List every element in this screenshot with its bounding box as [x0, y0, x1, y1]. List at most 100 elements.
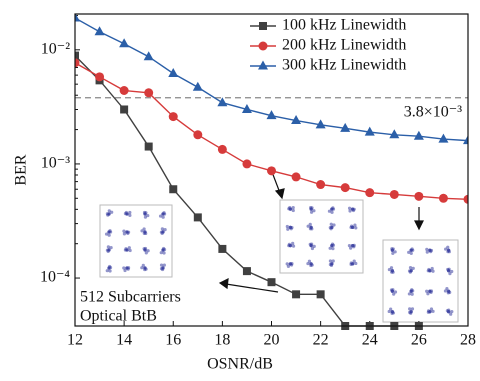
constellation-point [161, 248, 164, 251]
constellation-point [431, 270, 434, 273]
constellation-point [142, 264, 145, 267]
legend-entry: 200 kHz Linewidth [250, 37, 406, 54]
marker [194, 213, 202, 221]
constellation-point [348, 207, 351, 210]
constellation-point [145, 251, 148, 254]
constellation-point [311, 247, 314, 250]
x-tick-label: 12 [67, 332, 83, 349]
constellation-point [391, 269, 394, 272]
marker [243, 267, 251, 275]
series [70, 13, 473, 145]
constellation-point [159, 214, 162, 217]
constellation-point [330, 226, 333, 229]
constellation-point [143, 230, 146, 233]
constellation-point [428, 249, 431, 252]
marker [341, 183, 350, 192]
constellation-point [122, 229, 125, 232]
constellation-point [162, 251, 165, 254]
constellation-point [309, 223, 312, 226]
constellation-point [447, 290, 450, 293]
constellation-point [110, 246, 113, 249]
y-tick-label: 10⁻⁴ [40, 269, 70, 286]
constellation-point [308, 260, 311, 263]
constellation-point [391, 290, 394, 293]
constellation-point [428, 269, 431, 272]
marker [414, 192, 423, 201]
constellation-point [330, 244, 333, 247]
constellation-point [164, 228, 167, 231]
constellation-point [410, 249, 413, 252]
legend-marker [259, 22, 267, 30]
marker [95, 26, 105, 35]
constellation-point [329, 259, 332, 262]
constellation-point [122, 266, 125, 269]
constellation-point [160, 264, 163, 267]
marker [390, 190, 399, 199]
constellation-point [391, 252, 394, 255]
arrowhead [415, 221, 423, 229]
constellation-point [348, 209, 351, 212]
marker [168, 68, 178, 77]
marker [365, 188, 374, 197]
chart: 512 Subcarriers Optical BtB OSNR/dB BER … [0, 0, 480, 376]
x-axis-label: OSNR/dB [207, 356, 273, 373]
constellation-point [161, 227, 164, 230]
constellation-point [107, 248, 110, 251]
constellation-point [447, 269, 450, 272]
marker [316, 180, 325, 189]
constellation-point [289, 208, 292, 211]
constellation-point [291, 242, 294, 245]
constellation-point [353, 224, 356, 227]
series-line [75, 18, 468, 141]
constellation-point [310, 226, 313, 229]
constellation-point [330, 223, 333, 226]
constellation-point [329, 247, 332, 250]
legend-label: 100 kHz Linewidth [282, 17, 406, 34]
marker [193, 82, 203, 91]
legend-label: 200 kHz Linewidth [282, 37, 406, 54]
constellation-point [161, 230, 164, 233]
constellation-point [431, 267, 434, 270]
constellation-point [129, 249, 132, 252]
constellation-point [425, 290, 428, 293]
marker [120, 86, 129, 95]
constellation-point [292, 209, 295, 212]
constellation-point [107, 212, 110, 215]
constellation-point [412, 267, 415, 270]
constellation-point [445, 287, 448, 290]
constellation-point [286, 262, 289, 265]
marker [95, 72, 104, 81]
arrowhead [276, 189, 284, 198]
constellation-point [351, 226, 354, 229]
annotation: Optical BtB [80, 308, 157, 325]
legend-entry: 300 kHz Linewidth [250, 57, 406, 74]
legend-marker [259, 42, 268, 51]
y-tick-label: 10⁻² [41, 40, 70, 57]
constellation-point [411, 307, 414, 310]
marker [292, 172, 301, 181]
constellation-point [128, 214, 131, 217]
x-tick-label: 14 [116, 332, 132, 349]
constellation-point [107, 266, 110, 269]
constellation-point [351, 208, 354, 211]
constellation-point [110, 211, 113, 214]
constellation-point [310, 244, 313, 247]
constellation-point [292, 206, 295, 209]
x-tick-label: 18 [214, 332, 230, 349]
constellation-point [128, 211, 131, 214]
constellation-point [107, 245, 110, 248]
marker [268, 278, 276, 286]
constellation-point [425, 248, 428, 251]
legend-marker [258, 61, 268, 70]
constellation-point [408, 307, 411, 310]
constellation-point [392, 293, 395, 296]
constellation-point [448, 272, 451, 275]
constellation-point [431, 310, 434, 313]
threshold-label: 3.8×10⁻³ [404, 103, 462, 120]
constellation-point [123, 232, 126, 235]
constellation-point [125, 266, 128, 269]
marker [169, 112, 178, 121]
marker [169, 185, 177, 193]
marker [144, 51, 154, 60]
constellation-point [163, 264, 166, 267]
